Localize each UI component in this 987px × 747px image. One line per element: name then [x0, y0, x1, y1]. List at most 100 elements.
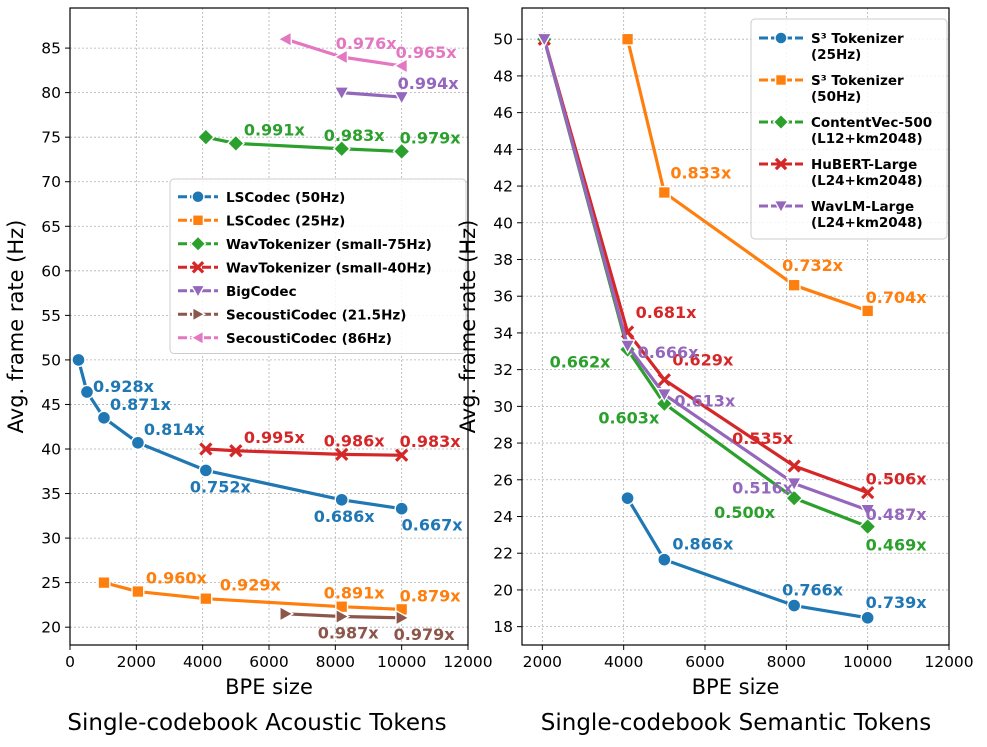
acoustic-lscodec-50hz-marker — [130, 435, 146, 450]
semantic-contentvec-500-l12-km2048-marker — [655, 394, 674, 413]
semantic-wavlm-large-l24-km2048-point-label: 0.666x — [638, 343, 700, 362]
acoustic-secousticodec-21-5hz-marker — [279, 605, 295, 623]
acoustic-lscodec-25hz-marker — [199, 592, 213, 606]
acoustic-secousticodec-86hz-marker — [276, 30, 293, 48]
semantic-x-tick-label: 6000 — [685, 653, 724, 671]
acoustic-lscodec-25hz-point-label: 0.879x — [400, 586, 462, 605]
acoustic-lscodec-50hz-marker — [198, 463, 214, 478]
semantic-y-tick-label: 26 — [493, 471, 513, 489]
semantic-y-tick-label: 46 — [493, 104, 513, 122]
semantic-legend-s-tokenizer-25hz-marker — [774, 31, 788, 45]
semantic-wavlm-large-l24-km2048-marker — [859, 503, 877, 519]
semantic-s-tokenizer-50hz-marker — [861, 304, 875, 318]
acoustic-lscodec-50hz-point-label: 0.686x — [314, 507, 376, 526]
acoustic-wavtokenizer-small-75hz-marker — [392, 142, 411, 161]
semantic-s-tokenizer-50hz-marker — [621, 32, 635, 46]
semantic-legend-hubert-large-l24-km2048-marker — [774, 157, 788, 171]
acoustic-x-tick-label: 0 — [65, 653, 75, 671]
acoustic-y-axis-label: Avg. frame rate (Hz) — [4, 220, 28, 434]
semantic-legend-hubert-large-l24-km2048-label: HuBERT-Large — [811, 157, 917, 173]
semantic-legend-contentvec-500-l12-km2048-marker — [772, 113, 790, 131]
acoustic-legend-secousticodec-21-5hz-label: SecoustiCodec (21.5Hz) — [226, 307, 406, 323]
acoustic-wavtokenizer-small-75hz-point-label: 0.991x — [244, 120, 306, 139]
semantic-y-tick-label: 20 — [493, 581, 513, 599]
acoustic-wavtokenizer-small-75hz-marker — [226, 134, 245, 153]
semantic-hubert-large-l24-km2048-point-label: 0.535x — [732, 429, 794, 448]
acoustic-x-tick-label: 4000 — [183, 653, 222, 671]
acoustic-bigcodec-point-label: 0.994x — [398, 74, 460, 93]
semantic-panel-caption: Single-codebook Semantic Tokens — [541, 710, 931, 736]
acoustic-legend-secousticodec-21-5hz-marker — [192, 306, 207, 323]
acoustic-legend-box — [169, 178, 467, 354]
acoustic-x-tick-label: 12000 — [443, 653, 492, 671]
acoustic-legend-bigcodec-marker — [190, 284, 206, 299]
acoustic-lscodec-50hz-point-label: 0.752x — [190, 477, 252, 496]
semantic-contentvec-500-l12-km2048-point-label: 0.603x — [598, 409, 660, 428]
semantic-s-tokenizer-25hz-marker — [860, 610, 875, 626]
semantic-legend-contentvec-500-l12-km2048-label: ContentVec-500 — [811, 115, 932, 131]
acoustic-lscodec-50hz-marker — [71, 352, 86, 368]
semantic-x-tick-label: 12000 — [924, 653, 973, 671]
acoustic-lscodec-50hz-marker — [394, 501, 409, 516]
semantic-s-tokenizer-50hz-marker — [787, 278, 801, 292]
acoustic-y-tick-label: 55 — [41, 307, 61, 325]
acoustic-wavtokenizer-small-40hz-line — [205, 447, 402, 457]
semantic-x-tick-label: 10000 — [843, 653, 892, 671]
semantic-legend-s-tokenizer-25hz-sublabel: (25Hz) — [811, 47, 861, 63]
acoustic-secousticodec-21-5hz-marker — [335, 608, 351, 625]
acoustic-legend-wavtokenizer-small-40hz-marker — [191, 261, 205, 274]
acoustic-y-tick-label: 65 — [41, 218, 61, 236]
acoustic-lscodec-50hz-point-label: 0.871x — [110, 395, 172, 414]
acoustic-lscodec-25hz-point-label: 0.891x — [324, 584, 386, 603]
acoustic-x-tick-label: 8000 — [316, 653, 355, 671]
acoustic-secousticodec-21-5hz-marker — [395, 609, 411, 627]
acoustic-legend-lscodec-50hz-marker — [191, 190, 205, 204]
semantic-s-tokenizer-25hz-marker — [786, 598, 802, 613]
semantic-s-tokenizer-50hz-point-label: 0.833x — [670, 163, 732, 182]
acoustic-secousticodec-86hz-marker — [393, 57, 409, 75]
semantic-axes-frame — [521, 7, 950, 646]
semantic-y-tick-label: 18 — [493, 618, 513, 636]
acoustic-secousticodec-21-5hz-point-label: 0.987x — [318, 623, 380, 642]
acoustic-lscodec-25hz-marker — [131, 584, 145, 599]
semantic-contentvec-500-l12-km2048-point-label: 0.662x — [550, 352, 612, 371]
acoustic-y-tick-label: 45 — [41, 396, 61, 414]
acoustic-legend-wavtokenizer-small-75hz-label: WavTokenizer (small-75Hz) — [226, 237, 432, 253]
acoustic-legend-lscodec-25hz-label: LSCodec (25Hz) — [226, 213, 345, 229]
semantic-s-tokenizer-25hz-marker — [657, 552, 672, 567]
semantic-y-tick-label: 38 — [493, 251, 513, 269]
semantic-s-tokenizer-50hz-line — [626, 38, 869, 313]
acoustic-legend-secousticodec-86hz-marker — [189, 329, 204, 346]
semantic-hubert-large-l24-km2048-point-label: 0.506x — [866, 470, 928, 489]
acoustic-wavtokenizer-small-40hz-point-label: 0.986x — [324, 431, 386, 450]
acoustic-wavtokenizer-small-40hz-point-label: 0.995x — [244, 428, 306, 447]
semantic-y-tick-label: 34 — [493, 324, 513, 342]
semantic-y-tick-label: 32 — [493, 361, 513, 379]
semantic-s-tokenizer-25hz-marker — [620, 490, 635, 506]
semantic-tokens-panel: 0.866x 0.766x 0.739x 0.833x 0.732x 0.704x 0.66… — [456, 7, 974, 736]
semantic-legend-s-tokenizer-50hz-marker — [774, 73, 788, 87]
acoustic-wavtokenizer-small-75hz-line — [205, 135, 402, 154]
semantic-series — [535, 30, 877, 626]
acoustic-lscodec-50hz-marker — [334, 492, 349, 507]
acoustic-wavtokenizer-small-75hz-point-label: 0.983x — [324, 126, 386, 145]
acoustic-legend: LSCodec (50Hz) LSCodec (25Hz) WavTokenizer… — [169, 178, 467, 354]
semantic-y-tick-label: 40 — [493, 214, 513, 232]
acoustic-y-tick-label: 50 — [41, 351, 61, 369]
semantic-s-tokenizer-25hz-point-label: 0.866x — [672, 535, 734, 554]
semantic-hubert-large-l24-km2048-marker — [657, 373, 671, 387]
acoustic-x-tick-label: 2000 — [117, 653, 156, 671]
acoustic-y-tick-label: 20 — [41, 619, 61, 637]
acoustic-legend-lscodec-25hz-marker — [191, 214, 205, 227]
semantic-hubert-large-l24-km2048-point-label: 0.629x — [672, 351, 734, 370]
acoustic-y-tick-label: 40 — [41, 441, 61, 459]
semantic-s-tokenizer-25hz-line — [626, 497, 868, 620]
semantic-wavlm-large-l24-km2048-marker — [655, 388, 673, 404]
semantic-s-tokenizer-25hz-point-label: 0.739x — [866, 593, 928, 612]
semantic-wavlm-large-l24-km2048-point-label: 0.613x — [674, 391, 736, 410]
semantic-y-tick-label: 22 — [493, 545, 513, 563]
semantic-wavlm-large-l24-km2048-point-label: 0.487x — [866, 505, 928, 524]
semantic-contentvec-500-l12-km2048-marker — [858, 517, 877, 536]
